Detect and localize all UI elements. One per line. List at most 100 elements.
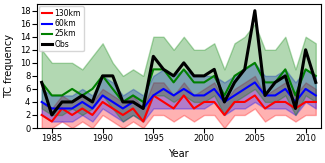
Obs [222,101,226,103]
60km [243,88,247,90]
130km [263,107,267,109]
Obs [101,75,105,77]
25km [50,94,54,96]
130km [212,101,216,103]
25km [212,75,216,77]
25km [192,81,196,83]
130km [101,101,105,103]
Obs [192,75,196,77]
60km [121,107,125,109]
Obs [304,49,307,51]
X-axis label: Year: Year [168,149,189,159]
130km [60,107,64,109]
60km [233,94,237,96]
130km [111,107,115,109]
60km [253,81,257,83]
25km [263,81,267,83]
60km [80,101,84,103]
130km [182,94,186,96]
60km [222,101,226,103]
130km [151,94,155,96]
25km [293,94,297,96]
25km [90,88,94,90]
130km [121,114,125,116]
130km [131,107,135,109]
60km [70,107,74,109]
130km [304,101,307,103]
Obs [172,75,176,77]
60km [50,107,54,109]
130km [222,114,226,116]
Obs [151,55,155,57]
25km [222,94,226,96]
60km [283,88,287,90]
25km [273,81,277,83]
60km [202,94,206,96]
25km [314,75,318,77]
25km [253,62,257,64]
130km [70,114,74,116]
60km [273,94,277,96]
60km [151,94,155,96]
60km [212,88,216,90]
130km [283,101,287,103]
Obs [90,101,94,103]
130km [50,120,54,122]
Obs [162,68,165,70]
Obs [50,114,54,116]
60km [182,88,186,90]
25km [151,68,155,70]
130km [172,107,176,109]
Y-axis label: TC frequency: TC frequency [4,34,14,98]
25km [172,81,176,83]
Obs [253,10,257,12]
130km [243,101,247,103]
Obs [131,101,135,103]
25km [141,101,145,103]
60km [111,101,115,103]
Obs [293,107,297,109]
Obs [111,75,115,77]
Line: 60km: 60km [42,82,316,108]
25km [70,88,74,90]
25km [243,68,247,70]
Obs [182,62,186,64]
25km [304,68,307,70]
25km [80,94,84,96]
25km [40,81,44,83]
25km [111,88,115,90]
60km [131,101,135,103]
Obs [283,75,287,77]
Obs [141,107,145,109]
Obs [263,94,267,96]
130km [90,114,94,116]
130km [273,101,277,103]
130km [314,101,318,103]
25km [162,68,165,70]
130km [192,107,196,109]
60km [192,94,196,96]
60km [304,88,307,90]
25km [233,75,237,77]
Obs [60,101,64,103]
60km [172,94,176,96]
60km [141,107,145,109]
Obs [243,68,247,70]
130km [253,94,257,96]
Obs [70,101,74,103]
60km [314,94,318,96]
130km [233,101,237,103]
130km [202,101,206,103]
130km [141,120,145,122]
25km [121,101,125,103]
25km [182,68,186,70]
60km [40,101,44,103]
60km [90,107,94,109]
Line: Obs: Obs [42,11,316,115]
25km [101,75,105,77]
Obs [314,81,318,83]
130km [80,107,84,109]
130km [162,101,165,103]
130km [293,107,297,109]
Line: 130km: 130km [42,95,316,121]
